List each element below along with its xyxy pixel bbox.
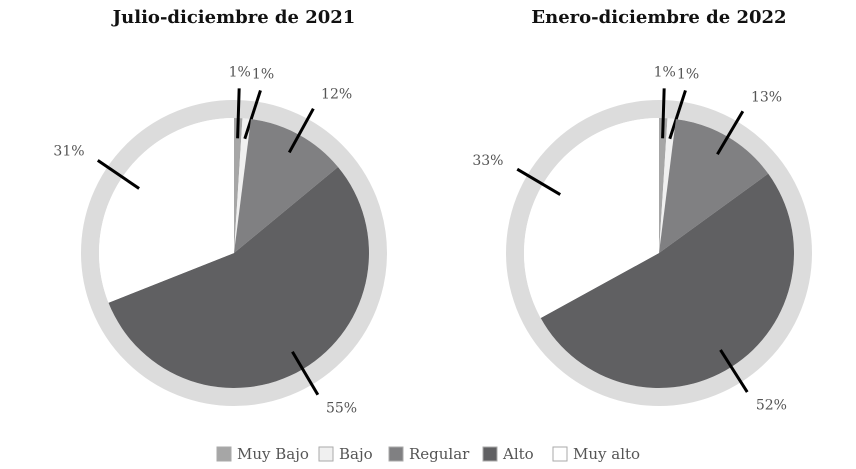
data-label: 1% [677,67,699,83]
pie-slice [659,118,668,253]
pie-slice [98,117,234,303]
leader-line [668,89,687,140]
leader-line [243,89,262,140]
chart-title: Enero-diciembre de 2022 [531,7,786,28]
data-label: 1% [252,67,274,83]
data-label: 1% [229,64,251,80]
pie-slice [234,118,243,253]
data-label: 52% [756,398,787,414]
legend-swatch [552,446,568,462]
pie-ring [506,100,812,406]
pie-slice [234,118,251,253]
data-label: 12% [321,87,352,103]
legend-swatch [318,446,334,462]
leader-line [516,167,561,196]
legend-swatch [482,446,498,462]
data-label: 13% [751,89,782,105]
leader-line [719,349,749,393]
leader-line [287,107,315,154]
data-label: 1% [654,64,676,80]
leader-line [96,159,140,190]
data-label: 31% [53,143,84,159]
pie-slice [234,119,339,253]
legend-swatch [388,446,404,462]
legend-label: Muy Bajo [237,445,309,463]
leader-line [716,110,745,155]
pie-slice [524,118,659,319]
pie-slice [659,119,769,253]
leader-line [661,88,666,139]
data-label: 55% [326,401,357,417]
legend-swatch [216,446,232,462]
leader-line [236,88,241,139]
legend-label: Alto [502,445,534,463]
pie-slice [540,173,794,388]
pie-ring [81,100,387,406]
data-label: 33% [472,153,503,169]
legend-label: Regular [409,445,470,463]
leader-line [291,351,320,396]
pie-slice [659,118,676,253]
legend-label: Bajo [339,445,373,463]
pie-slice [108,166,370,388]
legend-label: Muy alto [573,445,640,463]
chart-title: Julio-diciembre de 2021 [111,7,356,28]
